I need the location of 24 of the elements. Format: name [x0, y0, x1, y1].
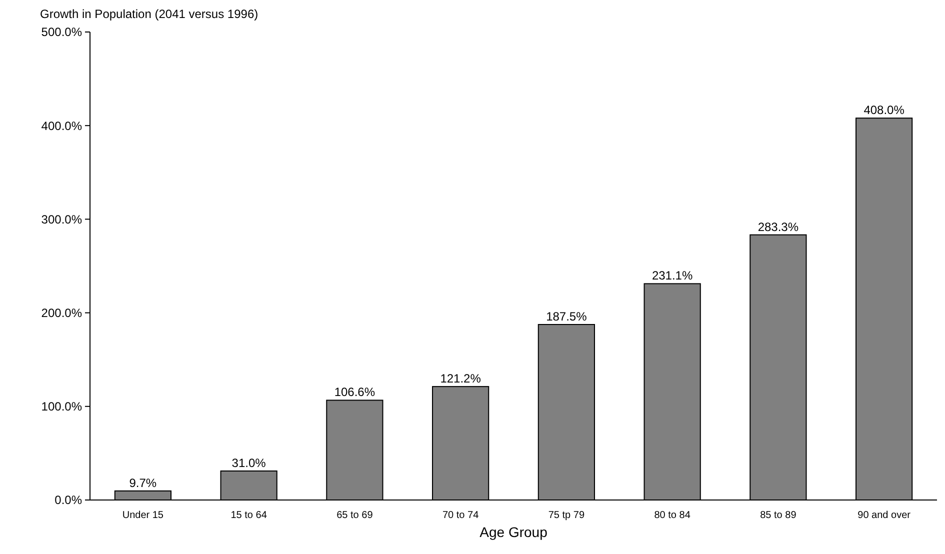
x-tick-label: 85 to 89 [760, 510, 797, 521]
data-label: 187.5% [546, 310, 588, 324]
data-label: 408.0% [864, 103, 905, 118]
y-tick-label: 0.0% [54, 493, 82, 508]
data-label: 283.3% [758, 220, 799, 234]
x-tick-label: 80 to 84 [654, 510, 691, 521]
data-label: 106.6% [334, 385, 376, 400]
data-label: 9.7% [129, 476, 157, 490]
x-tick-label: Under 15 [122, 510, 164, 521]
data-label: 31.0% [232, 456, 266, 470]
x-tick-label: 15 to 64 [230, 510, 268, 521]
x-tick-label: 70 to 74 [442, 510, 480, 521]
data-label: 121.2% [440, 372, 482, 386]
x-tick-label: 65 to 69 [336, 510, 374, 521]
x-tick-label: 90 and over [858, 510, 912, 521]
y-tick-label: 300.0% [41, 212, 82, 226]
x-tick-label: 75 tp 79 [548, 510, 585, 521]
data-label: 231.1% [652, 268, 693, 283]
y-tick-label: 400.0% [41, 118, 82, 133]
y-tick-label: 500.0% [41, 25, 82, 40]
x-axis-title: Age Group [480, 524, 548, 540]
y-tick-label: 200.0% [41, 306, 82, 320]
chart-title: Growth in Population (2041 versus 1996) [40, 7, 258, 21]
y-tick-label: 100.0% [41, 400, 82, 414]
